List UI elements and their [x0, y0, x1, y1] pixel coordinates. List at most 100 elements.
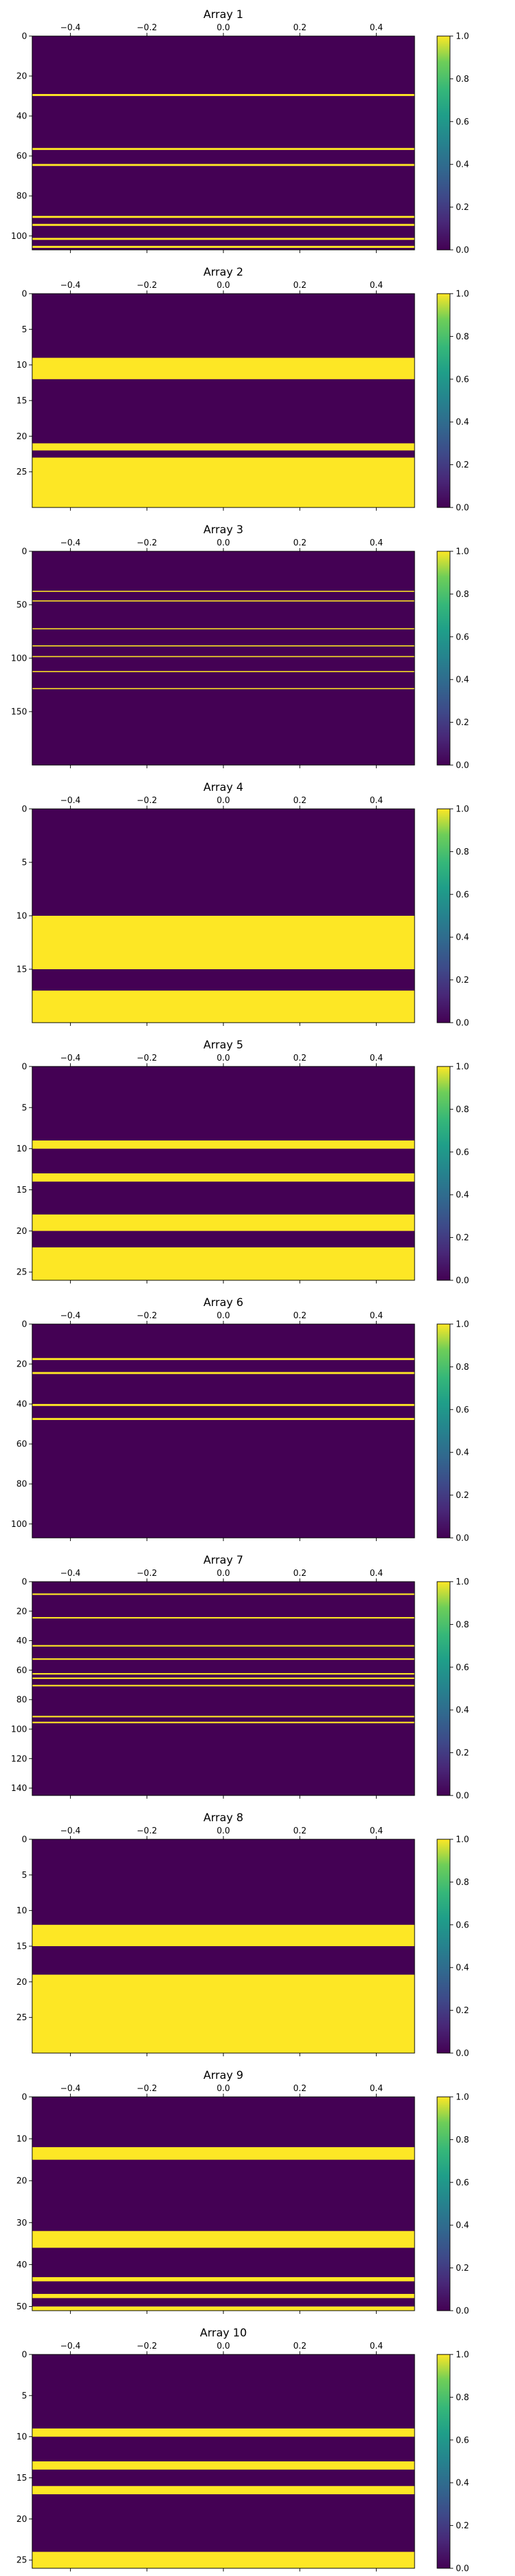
y-tick-label: 5	[22, 858, 27, 868]
heatmap-band	[32, 600, 415, 601]
colorbar-tick-label: 0.2	[456, 718, 469, 728]
heatmap-band	[32, 2486, 415, 2494]
heatmap-band	[32, 2147, 415, 2160]
colorbar	[437, 1582, 450, 1795]
heatmap-band	[32, 1141, 415, 1149]
y-tick-label: 80	[16, 192, 27, 202]
heatmap-band	[32, 1173, 415, 1182]
y-tick-label: 40	[16, 112, 27, 122]
colorbar-tick-label: 1.0	[456, 547, 469, 557]
colorbar	[437, 2097, 450, 2311]
x-tick-label: 0.2	[293, 2342, 306, 2351]
x-tick-label: −0.4	[61, 2342, 81, 2351]
x-tick-label: 0.4	[370, 23, 383, 33]
colorbar-tick-label: 0.2	[456, 2521, 469, 2531]
colorbar-tick-label: 0.2	[456, 460, 469, 470]
chart-title: Array 5	[203, 1039, 243, 1052]
y-tick-label: 0	[22, 1578, 27, 1587]
colorbar-tick-label: 0.6	[456, 1148, 469, 1157]
y-tick-label: 140	[11, 1784, 27, 1794]
heatmap-band	[32, 1247, 415, 1280]
x-tick-label: 0.0	[217, 2084, 230, 2094]
heatmap-background	[32, 551, 415, 765]
heatmap-band	[32, 358, 415, 379]
heatmap-band	[32, 458, 415, 507]
colorbar-tick-label: 0.4	[456, 418, 469, 428]
y-tick-label: 60	[16, 152, 27, 162]
x-tick-label: −0.2	[136, 23, 157, 33]
heatmap-band	[32, 1358, 415, 1360]
x-tick-label: −0.4	[61, 1569, 81, 1578]
heatmap-band	[32, 1685, 415, 1686]
colorbar-tick-label: 0.2	[456, 1748, 469, 1758]
x-tick-label: −0.4	[61, 1826, 81, 1836]
y-tick-label: 25	[16, 1268, 27, 1278]
colorbar	[437, 294, 450, 507]
colorbar-tick-label: 0.8	[456, 590, 469, 600]
colorbar-tick-label: 1.0	[456, 290, 469, 299]
x-tick-label: 0.4	[370, 1826, 383, 1836]
x-tick-label: −0.2	[136, 538, 157, 548]
y-tick-label: 10	[16, 361, 27, 370]
heatmap-panel: Array 7 −0.4 −0.2 0.0 0.2 0.4 0 20 40 60 80 100 120 1…	[11, 1554, 469, 1801]
x-tick-label: 0.2	[293, 2084, 306, 2094]
chart-title: Array 3	[203, 524, 243, 536]
heatmap-band	[32, 94, 415, 96]
colorbar-tick-label: 0.0	[456, 246, 469, 256]
x-tick-label: 0.4	[370, 1054, 383, 1063]
x-tick-label: 0.4	[370, 1569, 383, 1578]
y-tick-label: 10	[16, 1906, 27, 1916]
heatmap-band	[32, 990, 415, 1023]
y-tick-label: 100	[11, 1725, 27, 1734]
colorbar	[437, 1839, 450, 2053]
heatmap-panel: Array 4−0.4 −0.2 0.0 0.2 0.40510150.00.20.40…	[16, 781, 469, 1028]
heatmap-band	[32, 1593, 415, 1595]
x-tick-label: 0.2	[293, 1826, 306, 1836]
colorbar-tick-label: 0.8	[456, 848, 469, 857]
colorbar-tick-label: 0.2	[456, 1491, 469, 1501]
x-tick-label: 0.2	[293, 1054, 306, 1063]
y-tick-label: 60	[16, 1666, 27, 1676]
x-tick-label: 0.0	[217, 1826, 230, 1836]
colorbar-tick-label: 0.0	[456, 1276, 469, 1286]
heatmap-panel: Array 5 −0.4 −0.2 0.0 0.2 0.4 0 5 10 15 20 25 0.0 0.2…	[16, 1039, 469, 1286]
heatmap-band	[32, 671, 415, 672]
y-tick-label: 60	[16, 1440, 27, 1450]
chart-title: Array 7	[203, 1554, 243, 1567]
x-tick-label: 0.0	[217, 1054, 230, 1063]
y-tick-label: 50	[16, 2302, 27, 2312]
y-tick-label: 10	[16, 1144, 27, 1154]
y-tick-label: 30	[16, 2219, 27, 2228]
y-tick-label: 5	[22, 2391, 27, 2401]
chart-title: Array 2	[203, 266, 243, 279]
heatmap-band	[32, 2306, 415, 2311]
colorbar-tick-label: 0.4	[456, 1964, 469, 1973]
x-tick-label: −0.2	[136, 2084, 157, 2094]
colorbar-tick-label: 0.2	[456, 2006, 469, 2016]
y-tick-label: 15	[16, 965, 27, 975]
colorbar-tick-label: 0.4	[456, 1448, 469, 1458]
colorbar-tick-label: 0.6	[456, 890, 469, 900]
heatmap-band	[32, 656, 415, 658]
heatmap-band	[32, 1372, 415, 1374]
y-tick-label: 40	[16, 2260, 27, 2270]
y-tick-label: 15	[16, 1942, 27, 1952]
y-tick-label: 10	[16, 2432, 27, 2442]
heatmap-band	[32, 2461, 415, 2470]
heatmap-band	[32, 148, 415, 150]
colorbar-tick-label: 0.8	[456, 1878, 469, 1888]
heatmap-band	[32, 2231, 415, 2248]
colorbar-tick-label: 0.2	[456, 976, 469, 985]
colorbar-tick-label: 0.0	[456, 1019, 469, 1028]
x-tick-label: −0.2	[136, 2342, 157, 2351]
colorbar-tick-label: 0.6	[456, 117, 469, 127]
x-tick-label: 0.0	[217, 2342, 230, 2351]
colorbar	[437, 551, 450, 765]
y-tick-label: 20	[16, 1607, 27, 1616]
heatmap-band	[32, 1404, 415, 1406]
colorbar-tick-label: 0.6	[456, 632, 469, 642]
colorbar-tick-label: 0.0	[456, 2564, 469, 2574]
y-tick-label: 100	[11, 1520, 27, 1530]
heatmap-band	[32, 1975, 415, 2053]
heatmap-band	[32, 216, 415, 218]
